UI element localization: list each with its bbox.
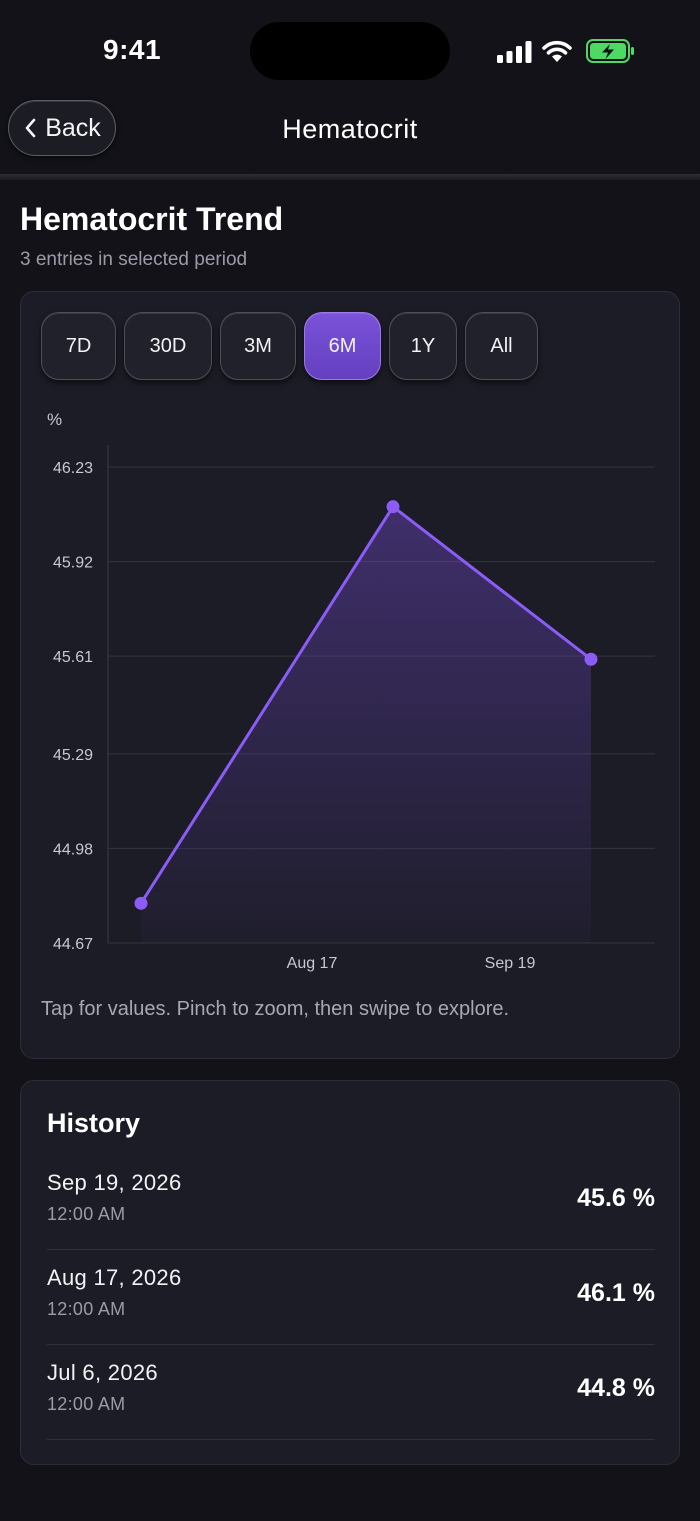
entry-date: Aug 17, 2026 bbox=[47, 1265, 182, 1290]
chevron-left-icon bbox=[25, 118, 36, 138]
entry-value: 45.6 % bbox=[577, 1184, 655, 1212]
series-area bbox=[141, 506, 591, 943]
range-6m-button[interactable]: 6M bbox=[304, 312, 381, 380]
data-point bbox=[134, 896, 148, 910]
y-tick-label: 45.92 bbox=[53, 555, 93, 572]
history-row[interactable]: Sep 19, 2026 12:00 AM 45.6 % bbox=[47, 1154, 655, 1250]
nav-divider bbox=[0, 174, 700, 180]
status-time: 9:41 bbox=[103, 34, 162, 65]
x-tick-label: Aug 17 bbox=[287, 955, 338, 972]
cellular-signal-icon bbox=[497, 41, 532, 63]
y-tick-label: 45.61 bbox=[53, 649, 93, 666]
dynamic-island bbox=[250, 22, 450, 80]
history-row[interactable]: Jul 6, 2026 12:00 AM 44.8 % bbox=[47, 1344, 655, 1440]
entry-date: Jul 6, 2026 bbox=[47, 1360, 158, 1385]
page-title: Hematocrit Trend bbox=[20, 201, 284, 237]
chart-hint: Tap for values. Pinch to zoom, then swip… bbox=[41, 998, 510, 1020]
history-row[interactable]: Aug 17, 2026 12:00 AM 46.1 % bbox=[47, 1249, 655, 1345]
range-7d-button[interactable]: 7D bbox=[41, 312, 116, 380]
history-title: History bbox=[47, 1108, 141, 1138]
y-tick-label: 44.98 bbox=[53, 841, 93, 858]
range-1y-button[interactable]: 1Y bbox=[389, 312, 457, 380]
y-tick-label: 44.67 bbox=[53, 936, 93, 953]
entry-value: 46.1 % bbox=[577, 1279, 655, 1307]
y-tick-label: 46.23 bbox=[53, 460, 93, 477]
data-point bbox=[584, 652, 598, 666]
history-card: History Sep 19, 2026 12:00 AM 45.6 % Aug… bbox=[20, 1080, 680, 1465]
range-3m-button[interactable]: 3M bbox=[220, 312, 296, 380]
entries-count: 3 entries in selected period bbox=[20, 249, 248, 270]
nav-title: Hematocrit bbox=[282, 114, 418, 144]
chart-card: 7D 30D 3M 6M 1Y All % 44.67 44.98 45.29 45.… bbox=[20, 291, 680, 1059]
wifi-icon bbox=[542, 40, 572, 62]
data-point bbox=[386, 500, 400, 514]
range-30d-button[interactable]: 30D bbox=[124, 312, 212, 380]
entry-time: 12:00 AM bbox=[47, 1299, 126, 1319]
entry-date: Sep 19, 2026 bbox=[47, 1170, 182, 1195]
battery-charging-icon bbox=[586, 39, 634, 63]
trend-chart[interactable]: 44.67 44.98 45.29 45.61 45.92 46.23 Aug 17 Sep … bbox=[21, 422, 681, 982]
range-all-button[interactable]: All bbox=[465, 312, 538, 380]
status-bar: 9:41 bbox=[0, 0, 700, 100]
entry-value: 44.8 % bbox=[577, 1374, 655, 1402]
back-label: Back bbox=[45, 113, 101, 142]
entry-time: 12:00 AM bbox=[47, 1394, 126, 1414]
entry-time: 12:00 AM bbox=[47, 1204, 126, 1224]
navigation-bar: Back Hematocrit bbox=[0, 90, 700, 176]
y-axis-unit: % bbox=[47, 410, 63, 429]
x-tick-label: Sep 19 bbox=[485, 955, 536, 972]
back-button[interactable]: Back bbox=[8, 100, 116, 156]
y-tick-label: 45.29 bbox=[53, 747, 93, 764]
